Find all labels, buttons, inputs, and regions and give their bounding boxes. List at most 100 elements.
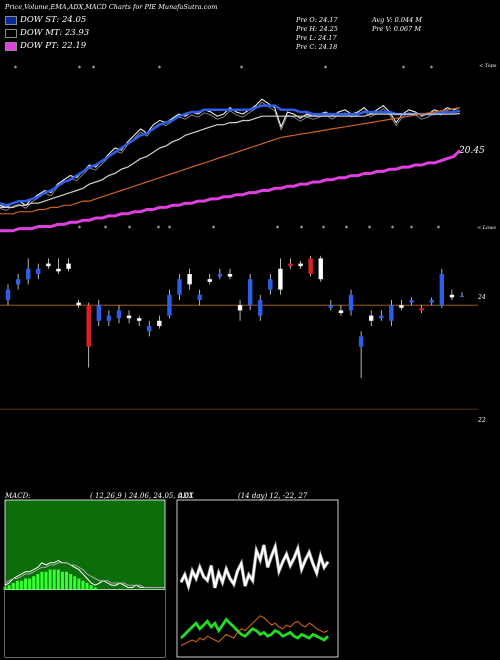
candle-body-16 <box>167 294 172 316</box>
legend-swatch-st <box>5 15 17 25</box>
candle-body-8 <box>86 305 91 347</box>
top-marker-3: * <box>158 65 161 72</box>
top-marker-2: * <box>92 65 95 72</box>
candle-body-45 <box>459 295 465 298</box>
candle-body-4 <box>46 263 51 267</box>
macd-line-1 <box>4 562 165 588</box>
top-marker-4: * <box>240 65 243 72</box>
stat-avg-volume: Avg V: 0.044 M <box>372 16 422 24</box>
adx-line-1 <box>180 617 329 642</box>
candle-body-1 <box>15 279 21 285</box>
low-marker-5: * <box>212 225 215 232</box>
legend-label-mt: DOW MT: 23.93 <box>20 28 90 38</box>
candle-body-2 <box>25 268 31 280</box>
top-marker-7: * <box>430 65 433 72</box>
candle-body-7 <box>76 302 81 306</box>
top-marker-6: * <box>402 65 405 72</box>
macd-hist-bar-0 <box>3 587 7 590</box>
candle-body-34 <box>348 294 354 311</box>
macd-hist-bar-20 <box>85 582 89 590</box>
low-marker-4: * <box>168 225 171 232</box>
adx-line-2 <box>180 615 329 646</box>
low-marker-9: * <box>345 225 348 232</box>
macd-hist-bar-7 <box>32 576 36 590</box>
candle-body-23 <box>237 305 243 311</box>
page-title: Price,Volume,EMA,ADX,MACD Charts for PIE… <box>5 3 218 11</box>
low-marker-10: * <box>368 225 371 232</box>
candle-body-33 <box>338 310 344 313</box>
candle-body-35 <box>358 336 364 347</box>
stat-prev-volume: Pre V: 0.067 M <box>372 25 422 33</box>
candle-body-41 <box>419 307 424 311</box>
stat-prev-close: Pre C: 24.18 <box>296 43 338 51</box>
price-series-line-1 <box>0 104 461 207</box>
low-marker-8: * <box>322 225 325 232</box>
macd-hist-bar-12 <box>52 569 56 590</box>
low-marker-0: * <box>78 225 81 232</box>
low-marker-12: * <box>410 225 413 232</box>
price-series-line-2 <box>0 112 461 208</box>
candle-body-40 <box>409 300 414 303</box>
candle-body-9 <box>96 305 101 321</box>
low-marker-11: * <box>391 225 394 232</box>
level-label-22: 22 <box>478 417 486 424</box>
lows-label: < Lows <box>477 225 496 231</box>
candle-body-42 <box>429 300 434 303</box>
macd-title: MACD: <box>5 492 31 500</box>
macd-hist-bar-15 <box>65 571 69 590</box>
candle-body-44 <box>449 294 455 298</box>
macd-hist-bar-2 <box>11 582 15 590</box>
candle-body-12 <box>126 315 132 319</box>
low-marker-1: * <box>104 225 107 232</box>
candle-body-26 <box>268 279 273 290</box>
candle-body-14 <box>147 326 152 332</box>
legend-swatch-mt <box>5 28 17 38</box>
legend-label-st: DOW ST: 24.05 <box>20 15 87 25</box>
candle-body-31 <box>318 258 323 280</box>
candle-body-6 <box>66 263 71 269</box>
macd-lower-area <box>5 589 165 657</box>
legend-label-pt: DOW PT: 22.19 <box>20 41 87 51</box>
macd-hist-bar-21 <box>89 585 93 590</box>
low-marker-13: * <box>437 225 440 232</box>
macd-hist-bar-16 <box>69 574 73 590</box>
candle-body-22 <box>227 274 233 277</box>
candle-body-5 <box>56 268 61 272</box>
macd-hist-bar-11 <box>48 569 52 590</box>
candle-body-10 <box>106 315 112 321</box>
candle-body-27 <box>278 268 283 290</box>
candle-body-28 <box>288 263 293 267</box>
candle-body-17 <box>177 279 182 295</box>
adx-params: (14 day) 12, -22, 27 <box>238 492 308 500</box>
candle-body-37 <box>379 315 384 319</box>
macd-line-0 <box>4 560 165 588</box>
macd-hist-bar-5 <box>24 578 28 590</box>
price-series-line-0 <box>0 98 461 208</box>
candle-body-39 <box>399 305 404 308</box>
candle-body-32 <box>328 305 334 308</box>
low-marker-7: * <box>300 225 303 232</box>
candle-body-11 <box>116 310 122 319</box>
macd-params: ( 12,26,9 ) 24.06, 24.05, 0.01 <box>90 492 194 500</box>
candle-body-3 <box>36 268 41 274</box>
candle-body-30 <box>308 258 313 274</box>
legend-dow-st: DOW ST: 24.05 <box>5 14 86 26</box>
legend-dow-pt: DOW PT: 22.19 <box>5 40 86 52</box>
macd-hist-bar-17 <box>73 576 77 590</box>
stat-prev-high: Pre H: 24.25 <box>296 25 338 33</box>
stat-prev-open: Pre O: 24.17 <box>296 16 338 24</box>
macd-hist-bar-19 <box>81 580 85 590</box>
macd-hist-bar-22 <box>93 587 97 590</box>
level-label-24: 24 <box>478 294 486 301</box>
candle-body-36 <box>369 315 374 321</box>
macd-hist-bar-10 <box>44 571 48 590</box>
adx-line-0 <box>180 542 329 590</box>
low-marker-2: * <box>128 225 131 232</box>
top-marker-5: * <box>324 65 327 72</box>
candle-body-20 <box>207 279 212 282</box>
macd-hist-bar-3 <box>15 580 19 590</box>
macd-hist-bar-13 <box>56 569 60 590</box>
candle-body-29 <box>298 263 303 267</box>
